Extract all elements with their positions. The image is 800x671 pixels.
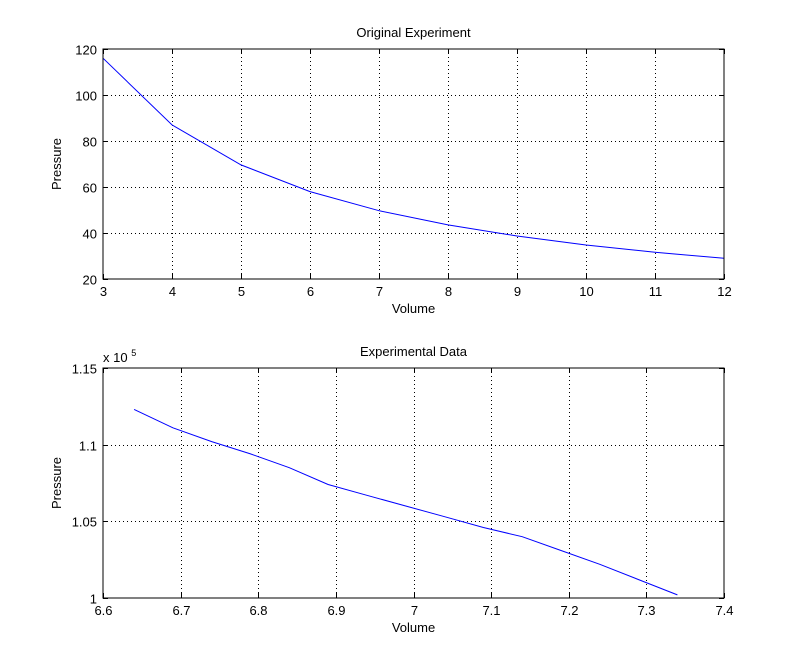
top-x-tick-label: 8 — [445, 284, 452, 299]
top-ticks — [103, 49, 725, 280]
bottom-x-axis-label: Volume — [392, 620, 435, 635]
bottom-x-tick-label: 6.7 — [172, 603, 190, 618]
chart-experimental-data: 6.6 6.7 6.8 6.9 7 7.1 7.2 7.3 7.4 1 1.05 1.1 1.15 E… — [49, 344, 734, 635]
bottom-x-tick-label: 7.1 — [482, 603, 500, 618]
bottom-y-multiplier: x 10 5 — [103, 348, 136, 365]
top-x-tick-label: 3 — [100, 284, 107, 299]
bottom-y-tick-label: 1 — [90, 592, 97, 607]
bottom-x-tick-label: 6.6 — [94, 603, 112, 618]
top-y-tick-label: 100 — [75, 89, 97, 104]
top-x-axis-label: Volume — [392, 301, 435, 316]
top-x-tick-label: 5 — [238, 284, 245, 299]
top-axes-box — [102, 48, 725, 280]
bottom-chart-title: Experimental Data — [360, 344, 468, 359]
top-x-tick-label: 9 — [514, 284, 521, 299]
top-x-tick-label: 10 — [579, 284, 593, 299]
top-y-axis-label: Pressure — [49, 138, 64, 190]
bottom-axes-box — [102, 367, 725, 599]
top-x-tick-label: 12 — [717, 284, 731, 299]
bottom-x-tick-label: 7.2 — [560, 603, 578, 618]
bottom-x-tick-label: 7.4 — [715, 603, 733, 618]
top-x-tick-label: 4 — [169, 284, 176, 299]
top-y-tick-label: 120 — [75, 43, 97, 58]
top-y-tick-label: 20 — [83, 273, 97, 288]
top-x-tick-label: 11 — [649, 284, 663, 299]
top-y-tick-labels: 20 40 60 80 100 120 — [75, 43, 97, 288]
bottom-x-tick-label: 6.9 — [327, 603, 345, 618]
chart-original-experiment: 3 4 5 6 7 8 9 10 11 12 20 40 60 80 100 120 Original Ex… — [49, 25, 732, 316]
top-y-tick-label: 40 — [83, 227, 97, 242]
bottom-y-tick-label: 1.05 — [72, 515, 97, 530]
bottom-x-tick-label: 7 — [411, 603, 418, 618]
top-x-tick-labels: 3 4 5 6 7 8 9 10 11 12 — [100, 284, 732, 299]
bottom-series-line — [133, 408, 678, 596]
bottom-x-tick-label: 6.8 — [249, 603, 267, 618]
top-x-tick-label: 7 — [376, 284, 383, 299]
bottom-y-axis-label: Pressure — [49, 457, 64, 509]
top-x-tick-label: 6 — [307, 284, 314, 299]
bottom-y-tick-label: 1.15 — [72, 362, 97, 377]
top-chart-title: Original Experiment — [356, 25, 471, 40]
top-y-tick-label: 60 — [83, 181, 97, 196]
bottom-ticks — [103, 368, 725, 599]
top-series-line — [102, 57, 725, 259]
bottom-y-multiplier-exponent: 5 — [131, 348, 136, 358]
top-y-tick-label: 80 — [83, 135, 97, 150]
bottom-x-tick-label: 7.3 — [637, 603, 655, 618]
bottom-y-tick-labels: 1 1.05 1.1 1.15 — [72, 362, 97, 607]
bottom-y-multiplier-base: x 10 — [103, 350, 128, 365]
bottom-y-tick-label: 1.1 — [79, 439, 97, 454]
bottom-x-tick-labels: 6.6 6.7 6.8 6.9 7 7.1 7.2 7.3 7.4 — [94, 603, 733, 618]
